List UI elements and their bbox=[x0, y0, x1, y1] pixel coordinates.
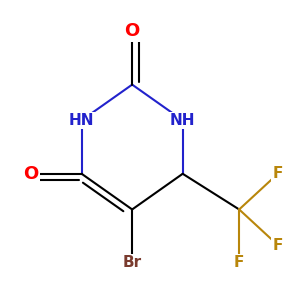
Text: Br: Br bbox=[123, 255, 142, 270]
Text: O: O bbox=[124, 22, 140, 40]
Text: O: O bbox=[23, 165, 39, 183]
Text: HN: HN bbox=[69, 113, 94, 128]
Text: F: F bbox=[234, 255, 244, 270]
Text: F: F bbox=[273, 166, 283, 181]
Text: NH: NH bbox=[170, 113, 195, 128]
Text: F: F bbox=[273, 238, 283, 253]
